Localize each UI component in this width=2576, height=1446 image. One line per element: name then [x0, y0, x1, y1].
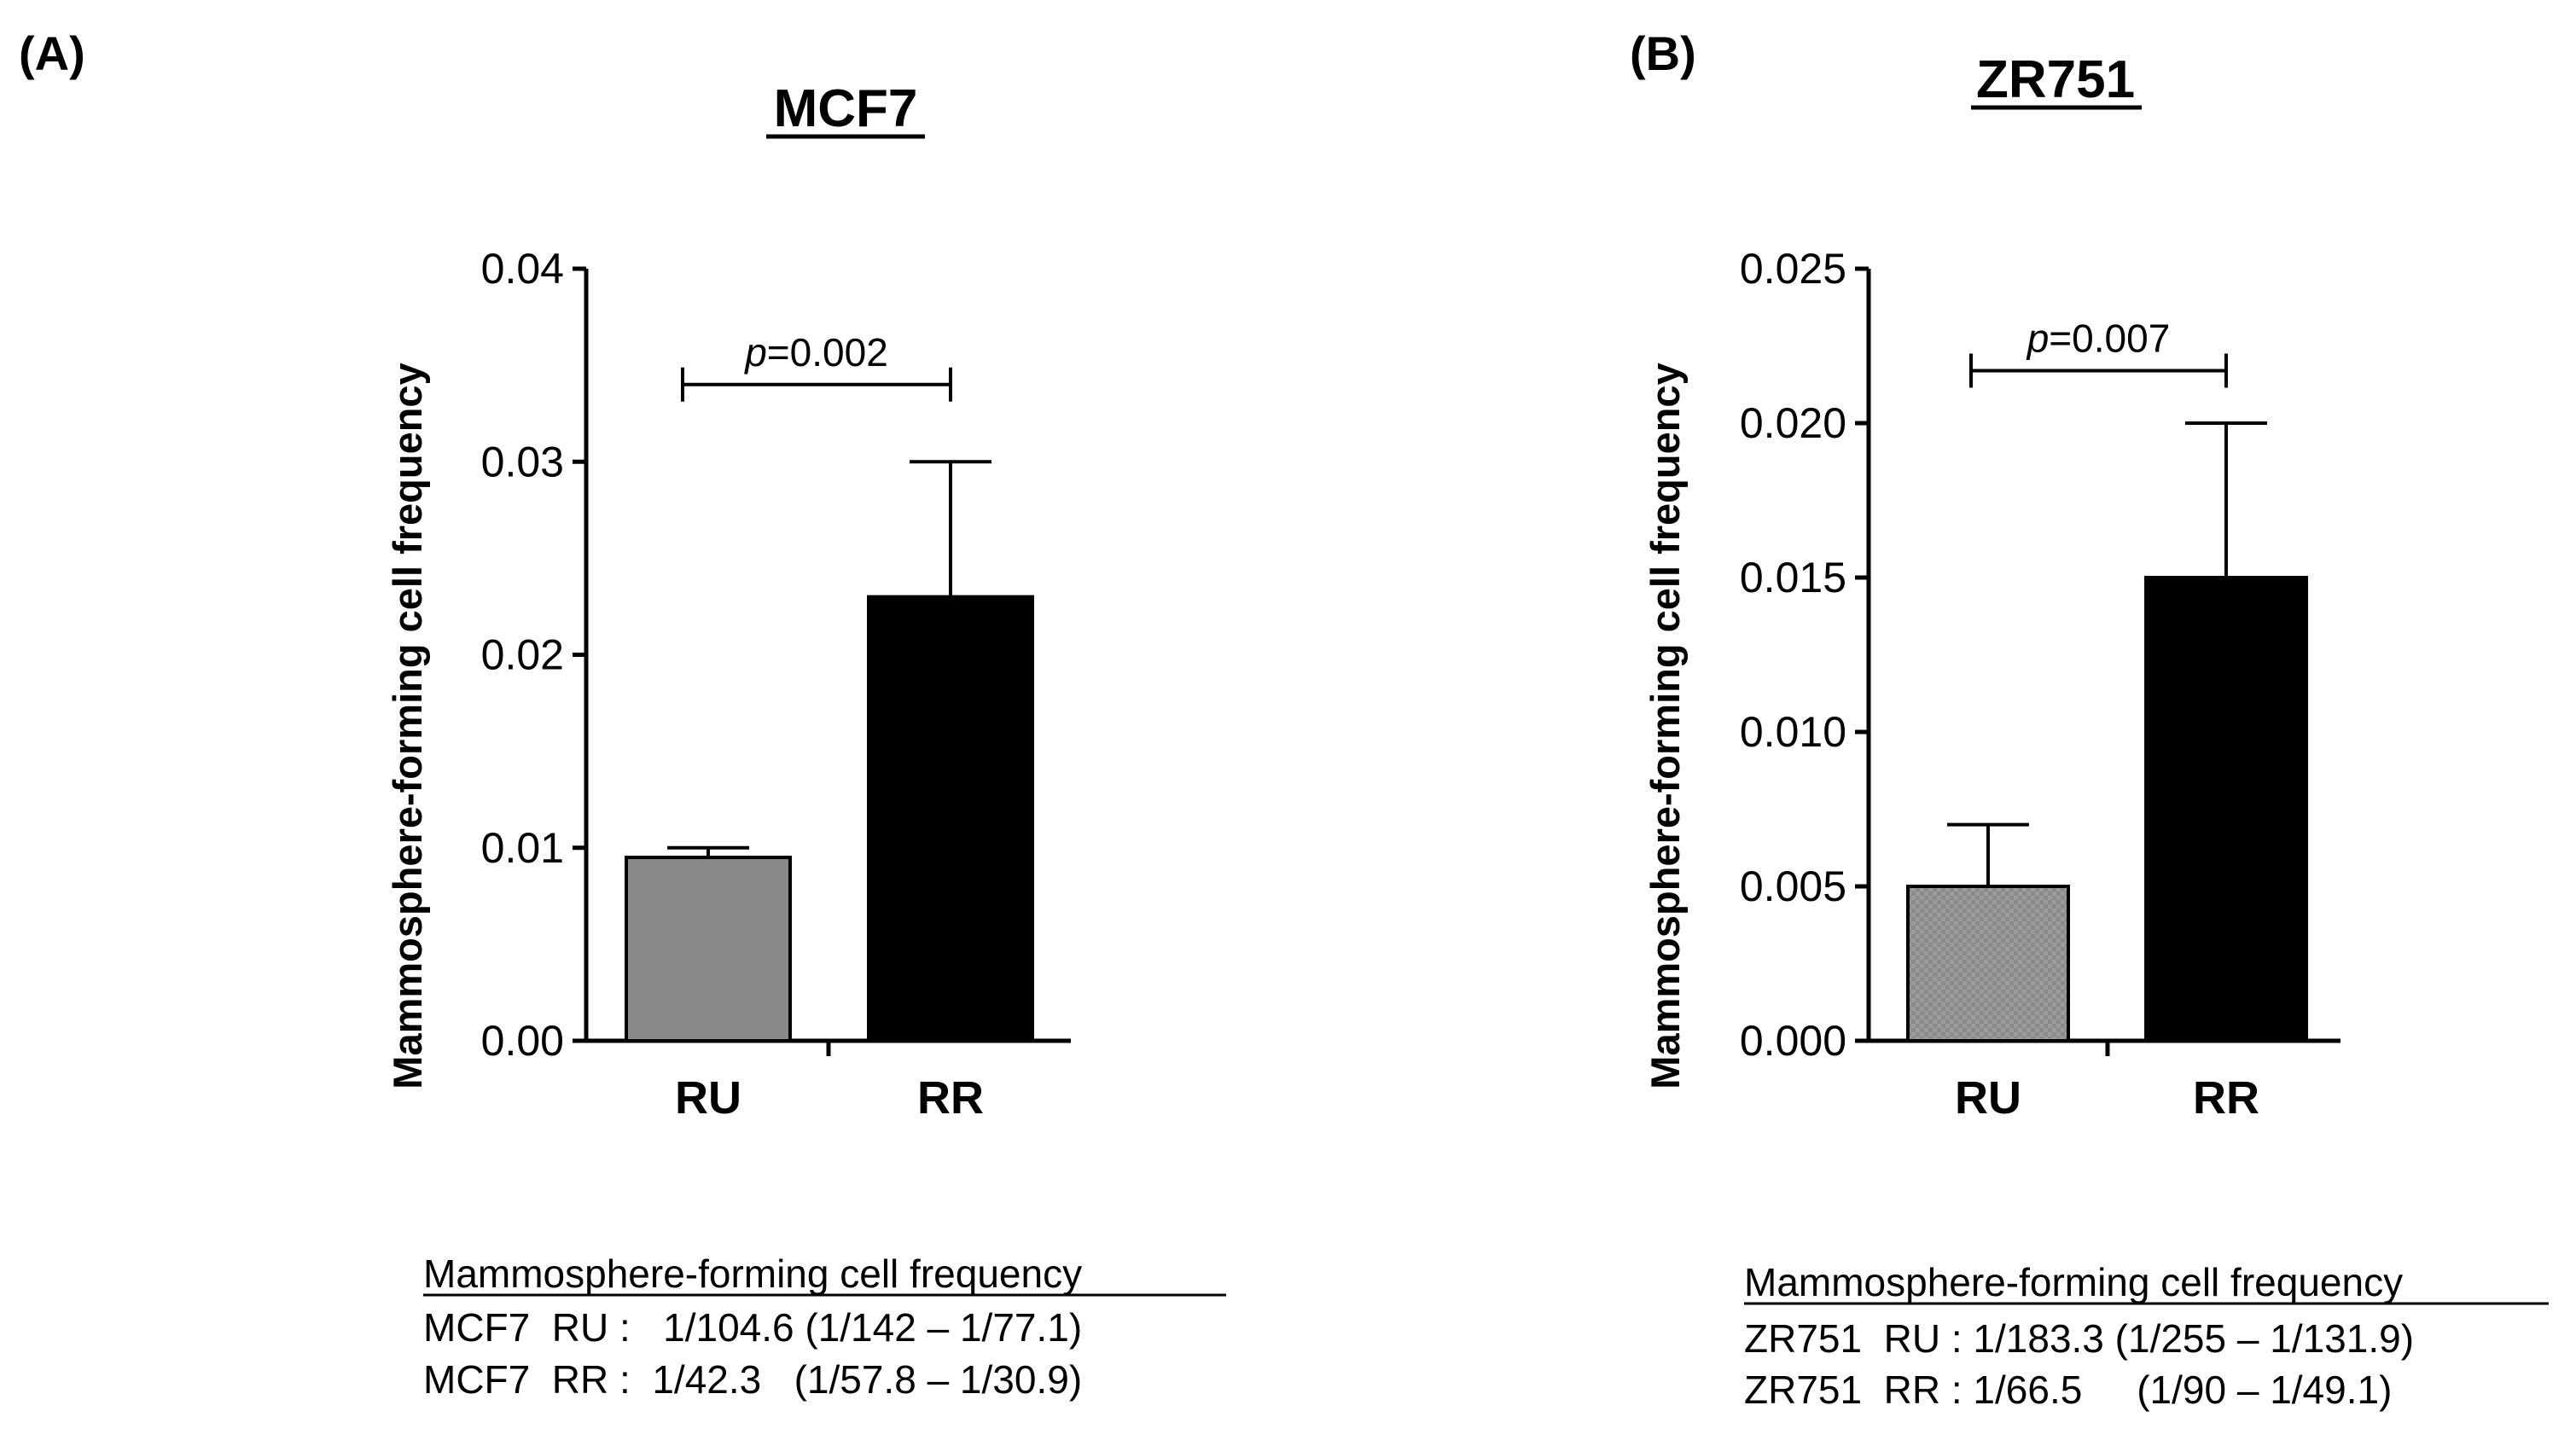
panel-b-y-tick-label: 0.025	[1740, 245, 1846, 293]
panel-b-plot: 0.000 0.005 0.010 0.015 0.020 0.025 RU RR p=0.00…	[1740, 245, 2340, 1124]
panel-a-notes-line-ru: MCF7 RU : 1/104.6 (1/142 – 1/77.1)	[423, 1305, 1082, 1350]
panel-b-notes-line-ru: ZR751 RU : 1/183.3 (1/255 – 1/131.9)	[1744, 1316, 2414, 1361]
panel-b-category-label: RU	[1955, 1072, 2021, 1124]
panel-a-y-tick-label: 0.03	[481, 438, 564, 485]
panel-a-category-label: RU	[675, 1072, 741, 1124]
panel-a-notes-line-rr: MCF7 RR : 1/42.3 (1/57.8 – 1/30.9)	[423, 1357, 1082, 1402]
panel-b-y-tick-label: 0.020	[1740, 399, 1846, 447]
panel-b-notes-line-rr: ZR751 RR : 1/66.5 (1/90 – 1/49.1)	[1744, 1368, 2392, 1412]
panel-b-category-label: RR	[2193, 1072, 2259, 1124]
panel-a: (A) MCF7 Mammosphere-forming cell freque…	[19, 26, 1226, 1402]
panel-b-p-symbol: p	[2026, 316, 2050, 360]
panel-b-y-axis-label: Mammosphere-forming cell frequency	[1643, 363, 1688, 1089]
panel-a-y-tick-label: 0.01	[481, 824, 564, 872]
panel-a-p-symbol: p	[743, 330, 767, 375]
panel-b: (B) ZR751 Mammosphere-forming cell frequ…	[1630, 26, 2549, 1412]
panel-a-bar-rr	[867, 595, 1034, 1042]
panel-b-bar-rr	[2144, 576, 2308, 1042]
panel-a-y-tick-label: 0.02	[481, 631, 564, 679]
panel-a-bar-ru	[625, 856, 792, 1042]
panel-a-p-value-label: p=0.002	[743, 330, 888, 375]
panel-b-y-tick-label: 0.000	[1740, 1017, 1846, 1065]
panel-b-title: ZR751	[1976, 50, 2135, 109]
panel-b-bar-ru	[1906, 885, 2070, 1042]
panel-b-y-tick-label: 0.015	[1740, 554, 1846, 601]
panel-b-y-tick-label: 0.005	[1740, 862, 1846, 910]
panel-b-letter: (B)	[1630, 26, 1696, 80]
panel-a-letter: (A)	[19, 26, 85, 80]
panel-a-y-axis-label: Mammosphere-forming cell frequency	[385, 363, 430, 1089]
panel-b-p-value-label: p=0.007	[2026, 316, 2171, 360]
panel-b-p-value: =0.007	[2049, 316, 2170, 360]
panel-b-y-tick-label: 0.010	[1740, 708, 1846, 756]
panel-b-notes: Mammosphere-forming cell frequency ZR751…	[1744, 1260, 2549, 1412]
panel-a-plot: 0.00 0.01 0.02 0.03 0.04 RU RR p=0.002	[481, 245, 1071, 1124]
panel-a-y-tick-label: 0.04	[481, 245, 564, 293]
panel-a-title: MCF7	[774, 79, 918, 138]
panel-b-notes-heading: Mammosphere-forming cell frequency	[1744, 1260, 2403, 1304]
panel-a-y-tick-label: 0.00	[481, 1017, 564, 1065]
panel-a-notes-heading: Mammosphere-forming cell frequency	[423, 1251, 1082, 1296]
panel-a-category-label: RR	[917, 1072, 984, 1124]
panel-a-p-value: =0.002	[767, 330, 888, 375]
panel-a-notes: Mammosphere-forming cell frequency MCF7 …	[423, 1251, 1226, 1402]
